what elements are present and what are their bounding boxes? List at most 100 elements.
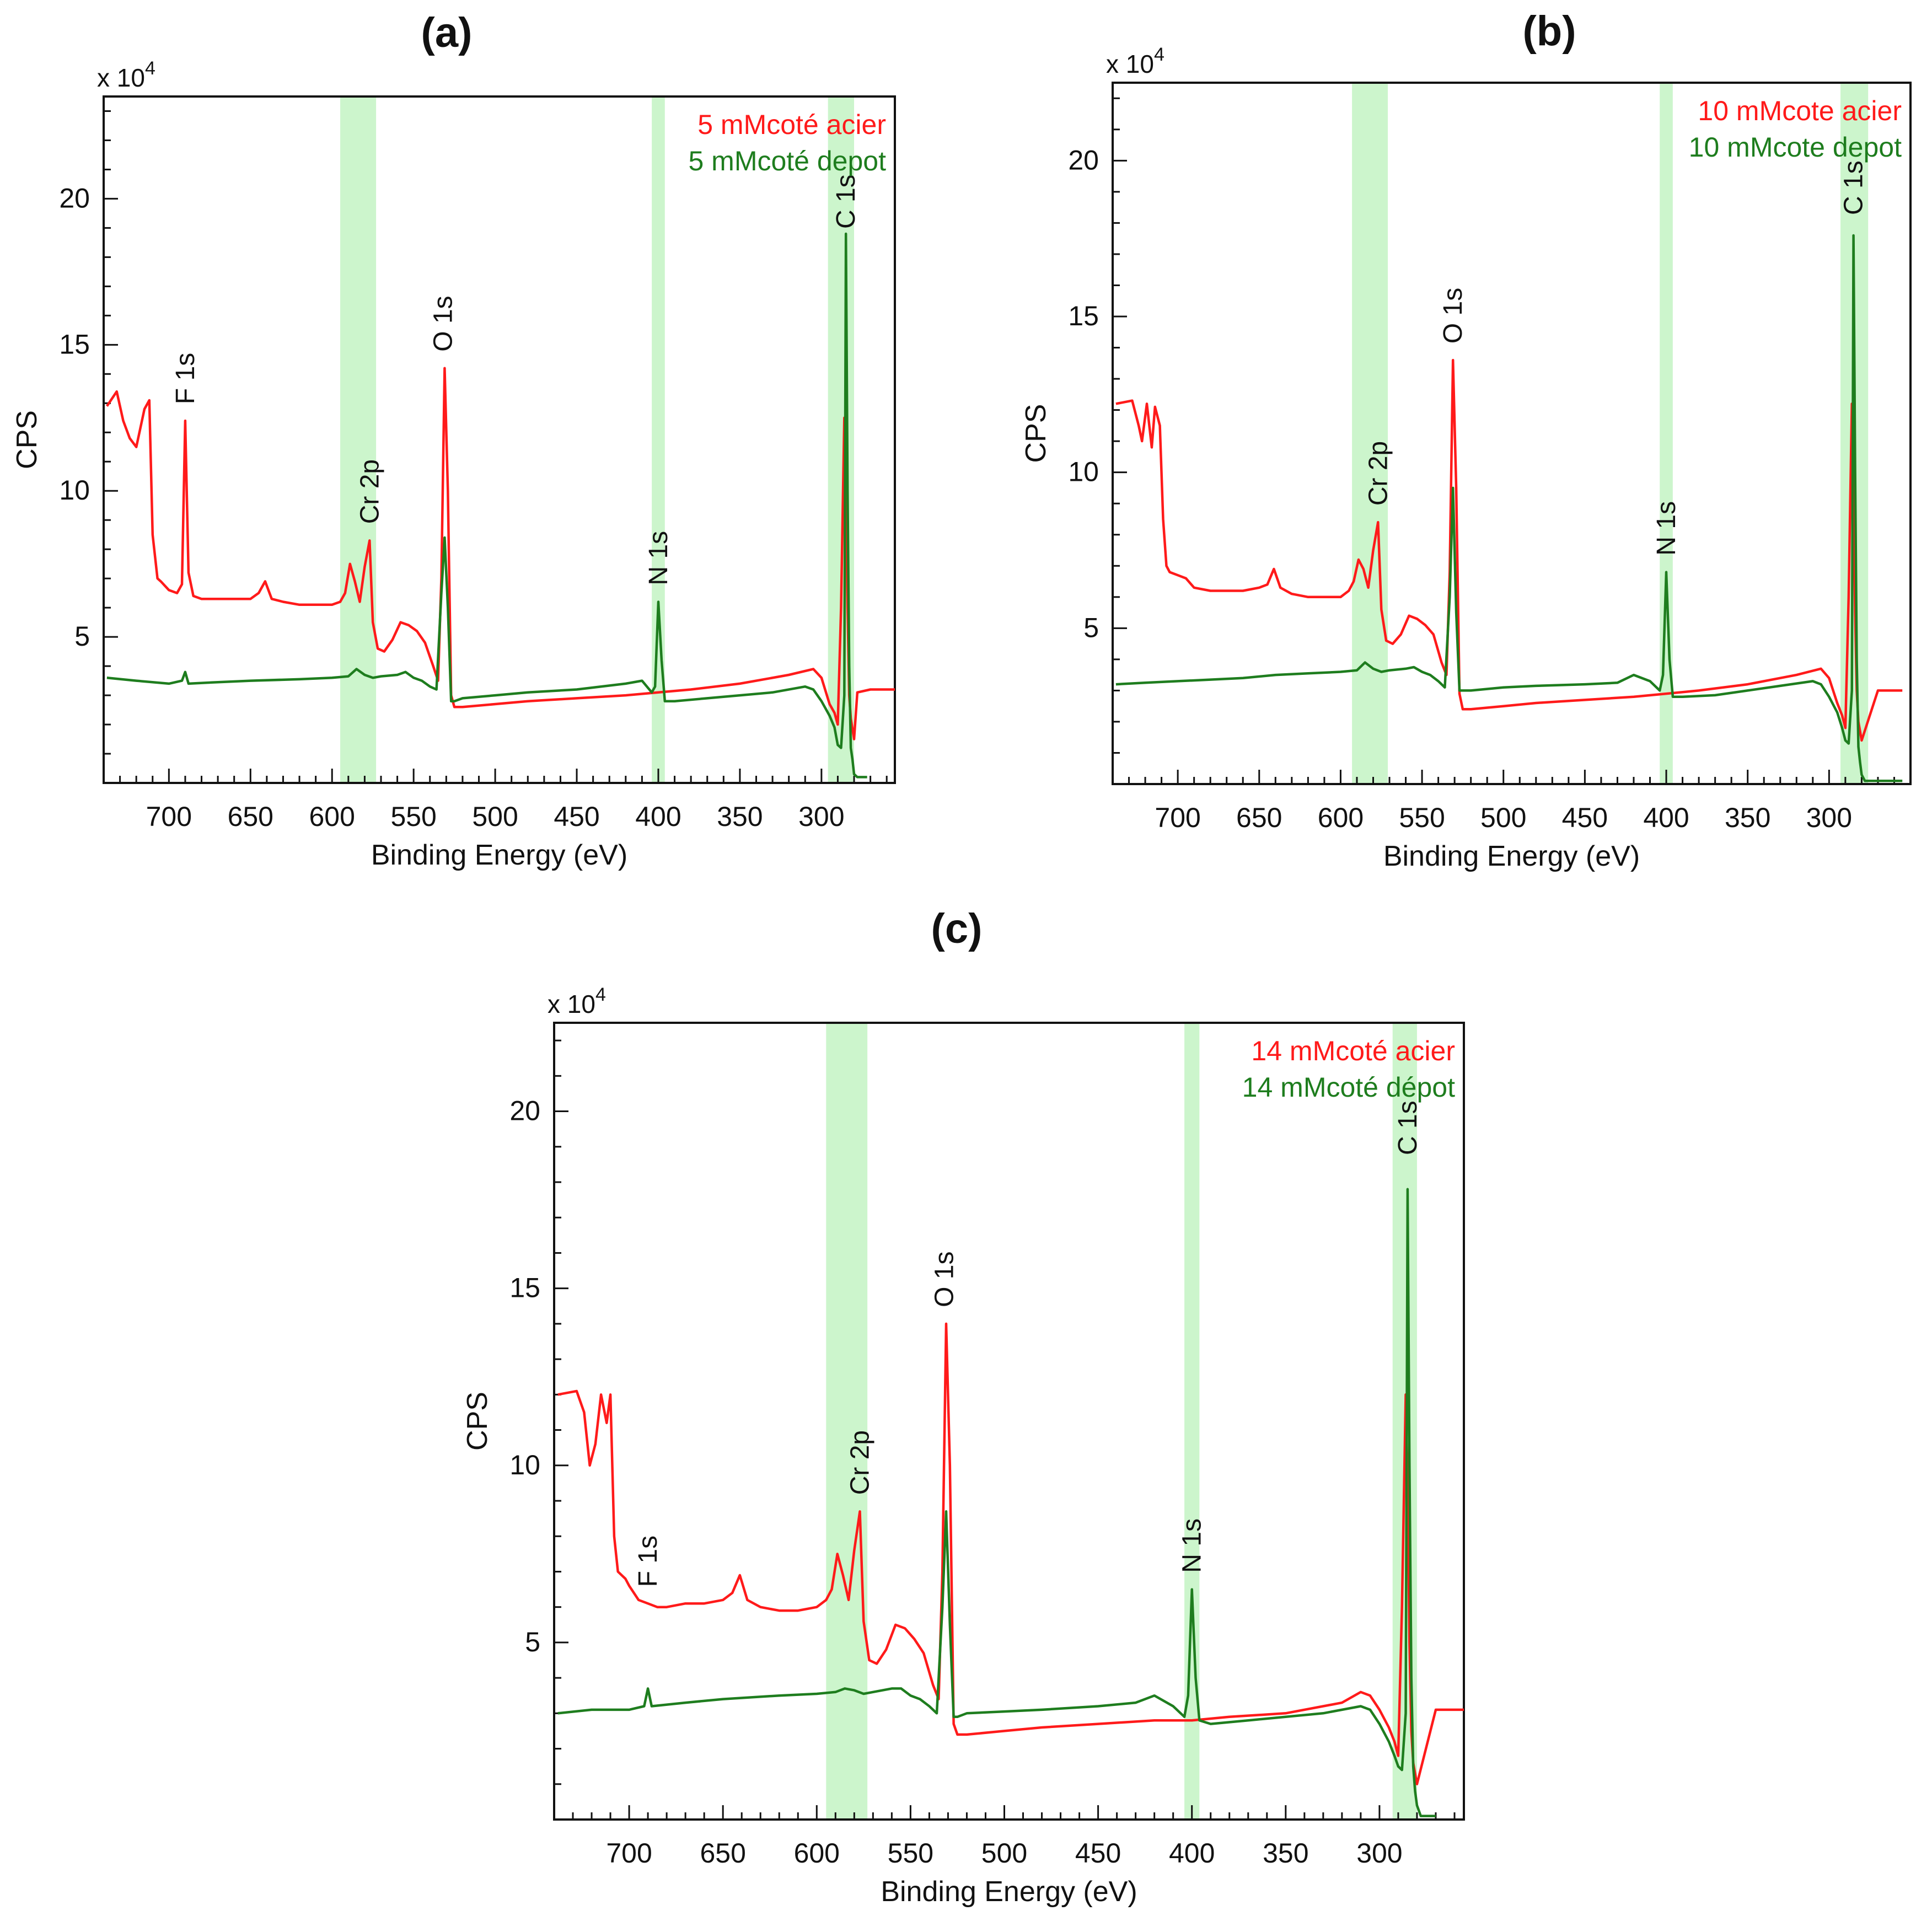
panel-b: (b) 700 650 600 550 500 450 400 350 300 5 10 15 20 x 1… — [1020, 8, 1912, 872]
x-tick-label: 600 — [1318, 802, 1364, 833]
y-tick-label: 10 — [1068, 457, 1099, 487]
highlight-band — [1660, 83, 1673, 784]
plot-frame — [553, 1022, 1465, 1821]
x-axis-ticks — [119, 769, 888, 783]
peak-label: N 1s — [1652, 501, 1681, 556]
highlight-band — [826, 1023, 868, 1820]
x-tick-label: 350 — [1725, 802, 1770, 833]
axis-multiplier: x 104 — [97, 58, 155, 92]
x-tick-label: 500 — [981, 1838, 1027, 1869]
y-axis-label: CPS — [11, 410, 43, 469]
x-tick-label: 650 — [700, 1838, 745, 1869]
panel-c: (c) 700 650 600 550 500 450 400 350 300 5 10 15 20 x 1… — [461, 905, 1465, 1908]
y-tick-label: 5 — [1083, 612, 1099, 643]
x-tick-label: 550 — [888, 1838, 933, 1869]
x-tick-label: 700 — [606, 1838, 652, 1869]
x-tick-label: 600 — [794, 1838, 840, 1869]
highlight-band — [652, 96, 665, 783]
x-tick-label: 500 — [472, 801, 518, 832]
y-tick-label: 20 — [509, 1096, 540, 1126]
peak-label: F 1s — [634, 1536, 663, 1587]
peak-label: N 1s — [1178, 1518, 1207, 1573]
axis-multiplier: x 104 — [1106, 44, 1164, 78]
legend-entry: 14 mMcoté dépot — [1242, 1072, 1455, 1103]
axis-multiplier-exponent: 4 — [595, 984, 606, 1005]
x-axis-ticks — [1128, 770, 1895, 784]
highlight-band — [1352, 83, 1388, 784]
peak-label: O 1s — [930, 1252, 959, 1307]
y-tick-label: 10 — [509, 1450, 540, 1480]
x-tick-label: 650 — [228, 801, 273, 832]
x-tick-label: 350 — [1263, 1838, 1308, 1869]
x-axis-label: Binding Energy (eV) — [881, 1876, 1137, 1908]
panel-title: (a) — [421, 9, 473, 56]
y-axis-ticks — [1113, 97, 1127, 754]
plot-frame — [103, 95, 896, 784]
axis-multiplier-base: x 10 — [548, 990, 595, 1018]
peak-label: C 1s — [831, 174, 861, 229]
x-tick-label: 550 — [1399, 802, 1445, 833]
y-tick-label: 20 — [59, 183, 90, 213]
legend-entry: 5 mMcoté depot — [688, 146, 886, 176]
x-tick-label: 450 — [1075, 1838, 1121, 1869]
series-line-acier — [1115, 358, 1903, 742]
axis-multiplier: x 104 — [548, 984, 606, 1018]
plot-frame — [1112, 82, 1912, 785]
x-tick-label: 400 — [635, 801, 681, 832]
y-tick-label: 20 — [1068, 144, 1099, 175]
y-tick-label: 15 — [1068, 300, 1099, 331]
panel-a: (a) 700 650 600 550 500 450 400 350 300 5 10 15 20 x 1… — [11, 9, 896, 871]
legend-entry: 10 mMcote depot — [1689, 132, 1902, 163]
series-line-depot — [106, 232, 867, 779]
x-tick-label: 600 — [309, 801, 355, 832]
x-tick-label: 500 — [1480, 802, 1526, 833]
peak-label: C 1s — [1839, 160, 1869, 215]
y-axis-label: CPS — [461, 1392, 493, 1451]
x-tick-label: 450 — [554, 801, 599, 832]
y-tick-label: 5 — [525, 1627, 540, 1657]
x-tick-label: 300 — [798, 801, 844, 832]
series-line-depot — [557, 1188, 1436, 1817]
axis-multiplier-base: x 10 — [1106, 50, 1154, 78]
peak-label: Cr 2p — [846, 1430, 875, 1495]
axis-multiplier-exponent: 4 — [1154, 44, 1164, 65]
y-tick-label: 15 — [59, 329, 90, 359]
x-tick-label: 300 — [1356, 1838, 1402, 1869]
series-line-acier — [106, 367, 895, 740]
axis-multiplier-base: x 10 — [97, 63, 145, 92]
x-tick-label: 400 — [1169, 1838, 1215, 1869]
peak-label: N 1s — [644, 531, 673, 586]
peak-label: Cr 2p — [355, 459, 384, 524]
panel-title: (b) — [1522, 8, 1576, 55]
y-axis-ticks — [554, 1039, 568, 1785]
x-axis-label: Binding Energy (eV) — [1383, 840, 1640, 872]
x-tick-label: 550 — [390, 801, 436, 832]
x-axis-label: Binding Energy (eV) — [371, 839, 627, 871]
legend-entry: 10 mMcote acier — [1698, 95, 1902, 126]
x-tick-label: 350 — [717, 801, 763, 832]
y-tick-label: 10 — [59, 475, 90, 506]
x-tick-label: 400 — [1643, 802, 1689, 833]
peak-label: O 1s — [428, 296, 458, 351]
panel-title: (c) — [931, 905, 983, 952]
axis-multiplier-exponent: 4 — [145, 58, 155, 79]
x-tick-label: 650 — [1236, 802, 1282, 833]
x-tick-label: 700 — [1155, 802, 1200, 833]
legend-entry: 5 mMcoté acier — [697, 109, 886, 140]
x-tick-label: 300 — [1806, 802, 1852, 833]
x-tick-label: 700 — [146, 801, 192, 832]
peak-label: O 1s — [1439, 288, 1468, 344]
x-tick-label: 450 — [1562, 802, 1608, 833]
legend-entry: 14 mMcoté acier — [1251, 1035, 1455, 1066]
series-line-depot — [1115, 234, 1903, 782]
peak-label: C 1s — [1393, 1101, 1423, 1155]
x-axis-ticks — [572, 1805, 1456, 1820]
y-axis-ticks — [104, 110, 118, 755]
series-line-acier — [557, 1322, 1464, 1786]
y-tick-label: 15 — [509, 1273, 540, 1303]
peak-label: Cr 2p — [1364, 441, 1393, 506]
y-tick-label: 5 — [74, 621, 90, 652]
y-axis-label: CPS — [1020, 404, 1052, 463]
peak-label: F 1s — [171, 353, 200, 404]
